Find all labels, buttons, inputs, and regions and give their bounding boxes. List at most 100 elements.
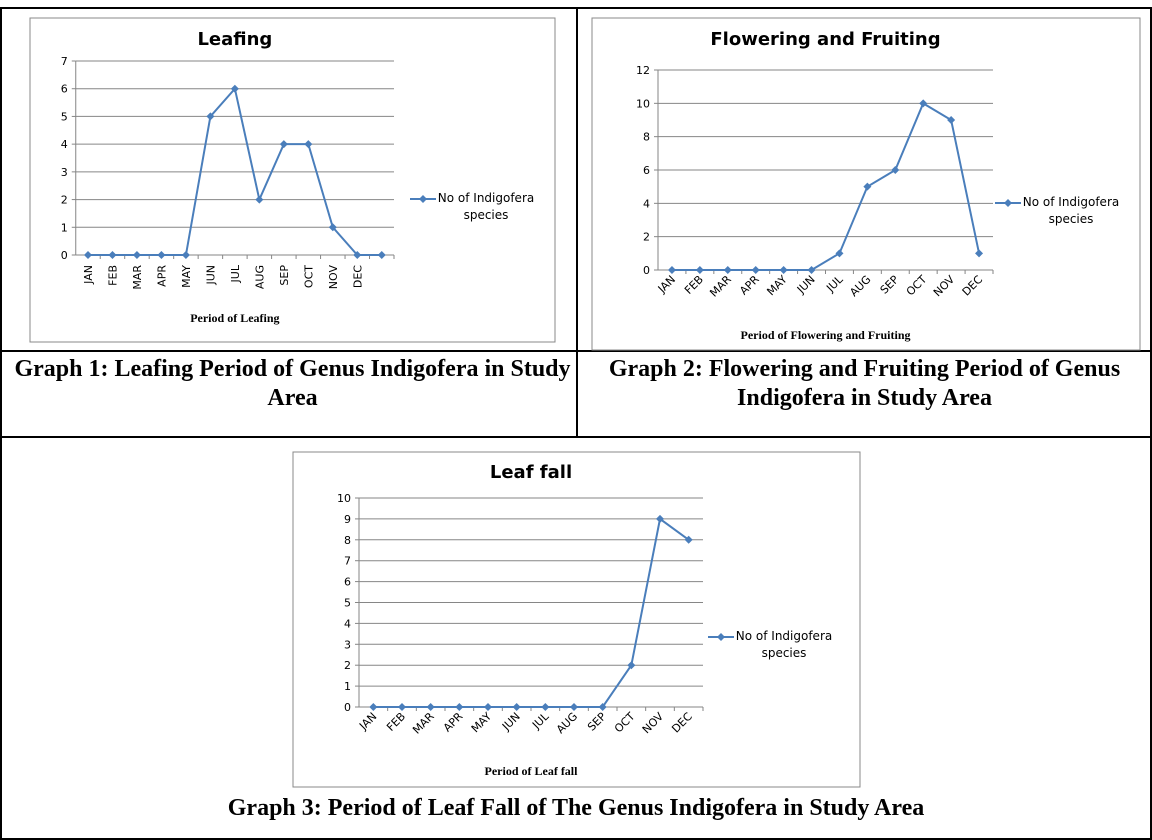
data-point (667, 266, 676, 274)
data-point (328, 223, 337, 232)
y-tick-label: 0 (61, 249, 68, 262)
chart-title: Leaf fall (490, 462, 572, 483)
x-tick-label: MAR (131, 265, 144, 290)
chart: Leafing 0 1 2 3 4 5 6 7 JAN FEB MAR APR MAY JUN JUL AUG S… (29, 17, 556, 343)
chart-area (591, 17, 1141, 351)
y-tick-label: 2 (344, 659, 351, 672)
chart-area (292, 451, 861, 788)
x-tick-label: APR (155, 265, 168, 287)
y-tick-label: 10 (636, 97, 650, 110)
data-point (304, 140, 313, 149)
x-tick-label: AUG (253, 265, 266, 289)
x-tick-label: OCT (302, 265, 315, 288)
y-tick-label: 4 (344, 617, 351, 630)
legend-label: No of Indigofera species (735, 629, 833, 660)
y-tick-label: 10 (337, 492, 351, 505)
data-point (541, 703, 550, 711)
y-tick-label: 3 (344, 638, 351, 651)
legend-marker (717, 633, 725, 641)
y-tick-label: 9 (344, 513, 351, 526)
data-point (627, 661, 636, 670)
y-tick-label: 8 (344, 534, 351, 547)
data-point (279, 140, 288, 149)
y-tick-label: 2 (643, 231, 650, 244)
series-line (373, 517, 690, 708)
y-tick-label: 8 (643, 131, 650, 144)
data-point (484, 703, 492, 711)
x-axis-label: Period of Leaf fall (485, 764, 579, 778)
data-point (377, 251, 386, 259)
x-tick-label: SEP (278, 265, 291, 286)
data-point (695, 266, 704, 274)
legend-marker (1004, 199, 1012, 207)
y-tick-label: 5 (61, 110, 68, 123)
x-tick-label: JUN (204, 265, 217, 286)
data-point (255, 195, 264, 204)
y-tick-label: 6 (643, 164, 650, 177)
data-point (656, 514, 664, 523)
data-point (181, 251, 190, 259)
data-point (779, 266, 788, 274)
chart-title: Flowering and Fruiting (710, 29, 940, 50)
series-line (671, 101, 981, 271)
data-point (426, 703, 435, 711)
table-frame (0, 7, 1152, 840)
legend-marker (419, 195, 427, 203)
y-tick-label: 7 (61, 55, 68, 68)
y-tick-label: 1 (61, 221, 68, 234)
data-point (807, 266, 816, 274)
y-tick-label: 4 (643, 197, 650, 210)
y-tick-label: 6 (344, 576, 351, 589)
data-point (598, 703, 607, 711)
caption: Graph 1: Leafing Period of Genus Indigof… (14, 356, 571, 411)
y-tick-label: 7 (344, 555, 351, 568)
data-point (455, 703, 464, 711)
y-tick-label: 4 (61, 138, 68, 151)
y-tick-label: 2 (61, 194, 68, 207)
data-point (206, 112, 215, 121)
y-tick-label: 3 (61, 166, 68, 179)
data-point (975, 249, 984, 258)
data-point (108, 251, 117, 259)
caption: Graph 2: Flowering and Fruiting Period o… (608, 356, 1121, 411)
x-tick-label: JAN (82, 265, 95, 285)
data-point (751, 266, 760, 274)
chart-title: Leafing (197, 29, 272, 50)
caption: Graph 3: Period of Leaf Fall of The Genu… (227, 795, 925, 821)
x-tick-label: DEC (351, 265, 364, 288)
data-point (891, 166, 900, 174)
y-tick-label: 0 (344, 701, 351, 714)
data-point (353, 251, 362, 259)
data-point (723, 266, 732, 274)
data-point (132, 251, 141, 259)
data-point (512, 703, 521, 711)
x-tick-label: JUL (229, 264, 242, 283)
data-point (398, 703, 406, 711)
y-tick-label: 0 (643, 264, 650, 277)
x-axis-label: Period of Leafing (190, 311, 279, 325)
data-point (369, 703, 378, 711)
y-tick-label: 6 (61, 83, 68, 96)
legend-label: No of Indigofera species (437, 191, 535, 222)
y-tick-label: 1 (344, 680, 351, 693)
data-point (919, 99, 928, 108)
y-tick-label: 12 (636, 64, 650, 77)
data-point (230, 84, 239, 93)
x-tick-label: MAY (180, 265, 193, 288)
data-point (947, 116, 956, 124)
data-point (157, 251, 166, 259)
x-tick-label: NOV (327, 265, 340, 290)
data-point (570, 703, 578, 711)
x-tick-label: FEB (106, 265, 119, 286)
x-axis-label: Period of Flowering and Fruiting (741, 328, 911, 342)
data-point (835, 249, 844, 258)
chart-area (29, 17, 556, 343)
y-tick-label: 5 (344, 597, 351, 610)
data-point (863, 182, 872, 191)
data-point (83, 251, 92, 259)
legend-label: No of Indigofera species (1022, 195, 1120, 226)
